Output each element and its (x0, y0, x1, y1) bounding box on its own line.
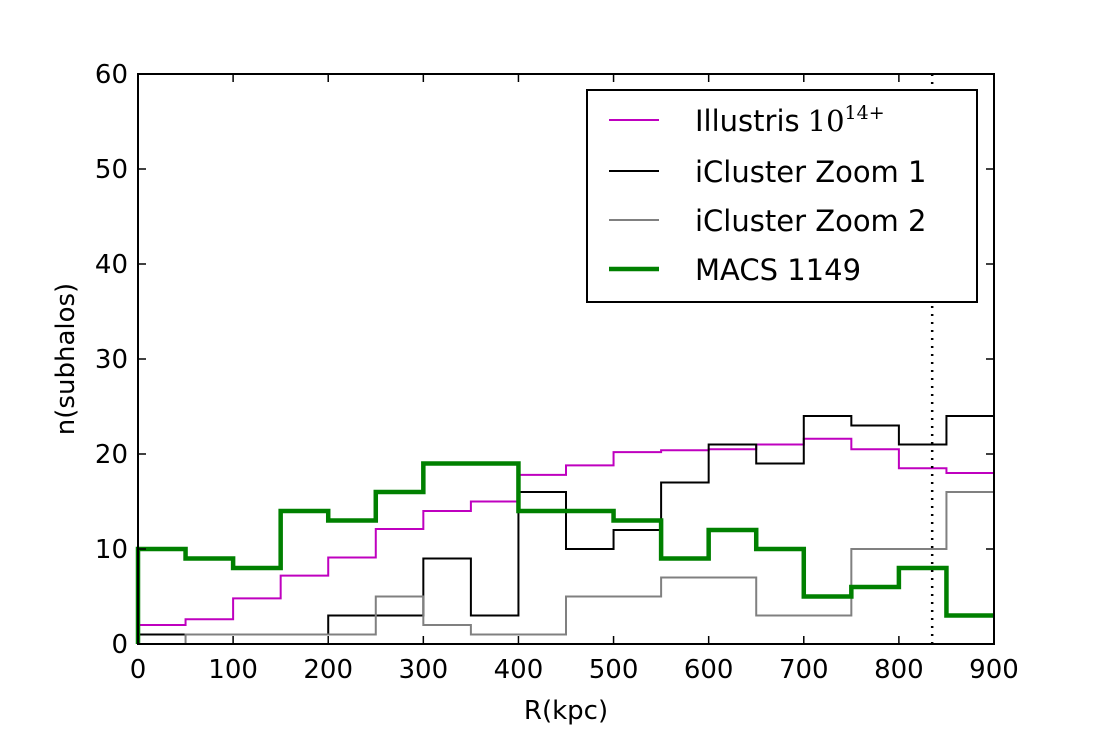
legend-label-2: iCluster Zoom 1 (695, 155, 926, 189)
y-tick-label: 60 (95, 60, 128, 90)
legend-label-3: iCluster Zoom 2 (695, 204, 926, 238)
x-tick-label: 400 (494, 655, 544, 685)
x-tick-label: 900 (969, 655, 1019, 685)
x-tick-label: 500 (589, 655, 639, 685)
y-tick-label: 20 (95, 440, 128, 470)
series-layer (135, 415, 994, 645)
tick-layer: 0 100 200 300 400 500 600 700 800 900 0 10 20 30 40 50 6… (95, 60, 1019, 685)
series-line-4 (135, 461, 994, 644)
y-axis-label: n(subhalos) (51, 283, 81, 435)
y-tick-label: 0 (111, 630, 128, 660)
x-tick-label: 800 (874, 655, 924, 685)
x-tick-label: 300 (399, 655, 449, 685)
x-tick-label: 700 (779, 655, 829, 685)
legend-label-4: MACS 1149 (695, 253, 861, 287)
x-tick-label: 600 (684, 655, 734, 685)
y-tick-label: 50 (95, 155, 128, 185)
legend-label-superscript: 14+ (845, 102, 885, 124)
y-tick-label: 30 (95, 345, 128, 375)
x-tick-label: 0 (130, 655, 147, 685)
legend-box (586, 89, 978, 303)
series-line-2 (137, 415, 994, 644)
legend-label-math: 10 (808, 104, 845, 138)
series-line-1 (137, 437, 994, 644)
y-tick-label: 40 (95, 250, 128, 280)
x-axis-label: R(kpc) (524, 696, 608, 726)
series-line-3 (138, 491, 994, 645)
y-tick-label: 10 (95, 535, 128, 565)
x-tick-label: 200 (303, 655, 353, 685)
x-tick-label: 100 (208, 655, 258, 685)
